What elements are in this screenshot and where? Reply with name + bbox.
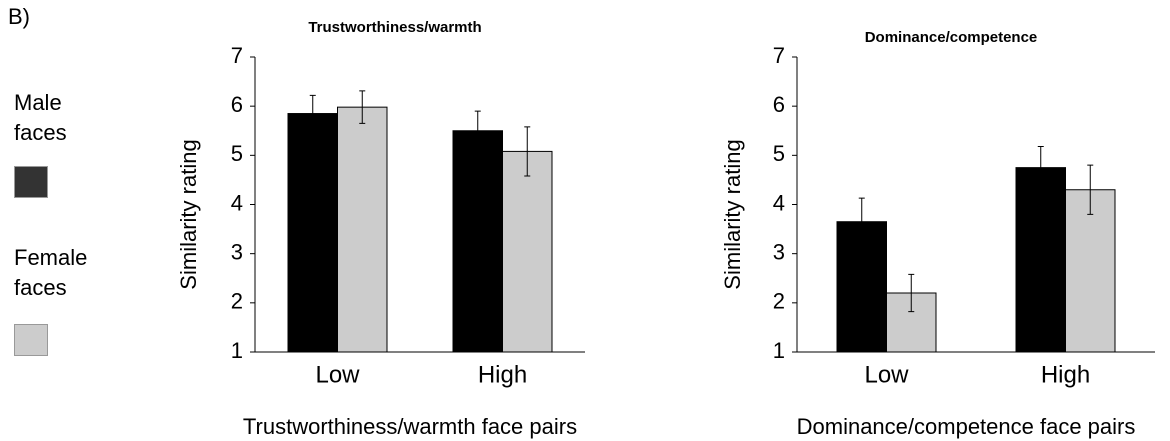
y-tick-label: 2 bbox=[231, 289, 243, 314]
legend-label: Female faces bbox=[14, 245, 88, 300]
y-tick-label: 5 bbox=[231, 141, 243, 166]
bar bbox=[1015, 167, 1066, 353]
bar bbox=[452, 130, 503, 353]
y-tick-label: 7 bbox=[231, 43, 243, 68]
error-bar bbox=[858, 197, 865, 246]
error-bar bbox=[359, 90, 366, 124]
y-tick-label: 2 bbox=[773, 289, 785, 314]
y-tick-label: 7 bbox=[773, 43, 785, 68]
x-axis-title: Trustworthiness/warmth face pairs bbox=[243, 414, 577, 439]
error-bar bbox=[309, 94, 316, 133]
error-bar bbox=[1037, 145, 1044, 190]
y-tick-label: 4 bbox=[773, 190, 785, 215]
legend-swatch bbox=[14, 324, 48, 356]
bar bbox=[886, 292, 937, 353]
y-tick-label: 3 bbox=[231, 239, 243, 264]
x-tick-label: Low bbox=[315, 361, 360, 388]
bar bbox=[1065, 189, 1116, 353]
legend-label: Male faces bbox=[14, 90, 67, 145]
chart-title: Dominance/competence bbox=[865, 29, 1038, 46]
x-tick-label: Low bbox=[864, 361, 909, 388]
x-tick-label: High bbox=[478, 361, 527, 388]
x-tick-label: High bbox=[1041, 361, 1090, 388]
y-tick-label: 1 bbox=[773, 338, 785, 363]
y-axis-title: Similarity rating bbox=[176, 139, 201, 289]
y-tick-label: 5 bbox=[773, 141, 785, 166]
error-bar bbox=[908, 273, 915, 313]
y-tick-label: 4 bbox=[231, 190, 243, 215]
bar bbox=[337, 106, 388, 353]
bar bbox=[287, 113, 338, 353]
error-bar bbox=[1087, 164, 1094, 215]
y-tick-label: 1 bbox=[231, 338, 243, 363]
y-axis-title: Similarity rating bbox=[720, 139, 745, 289]
panel-label: B) bbox=[8, 4, 30, 29]
chart-title: Trustworthiness/warmth bbox=[308, 19, 481, 36]
y-tick-label: 3 bbox=[773, 239, 785, 264]
y-tick-label: 6 bbox=[773, 92, 785, 117]
bar bbox=[502, 150, 553, 353]
y-tick-label: 6 bbox=[231, 92, 243, 117]
error-bar bbox=[474, 110, 481, 151]
legend-swatch bbox=[14, 166, 48, 198]
error-bar bbox=[524, 126, 531, 177]
x-axis-title: Dominance/competence face pairs bbox=[797, 414, 1136, 439]
